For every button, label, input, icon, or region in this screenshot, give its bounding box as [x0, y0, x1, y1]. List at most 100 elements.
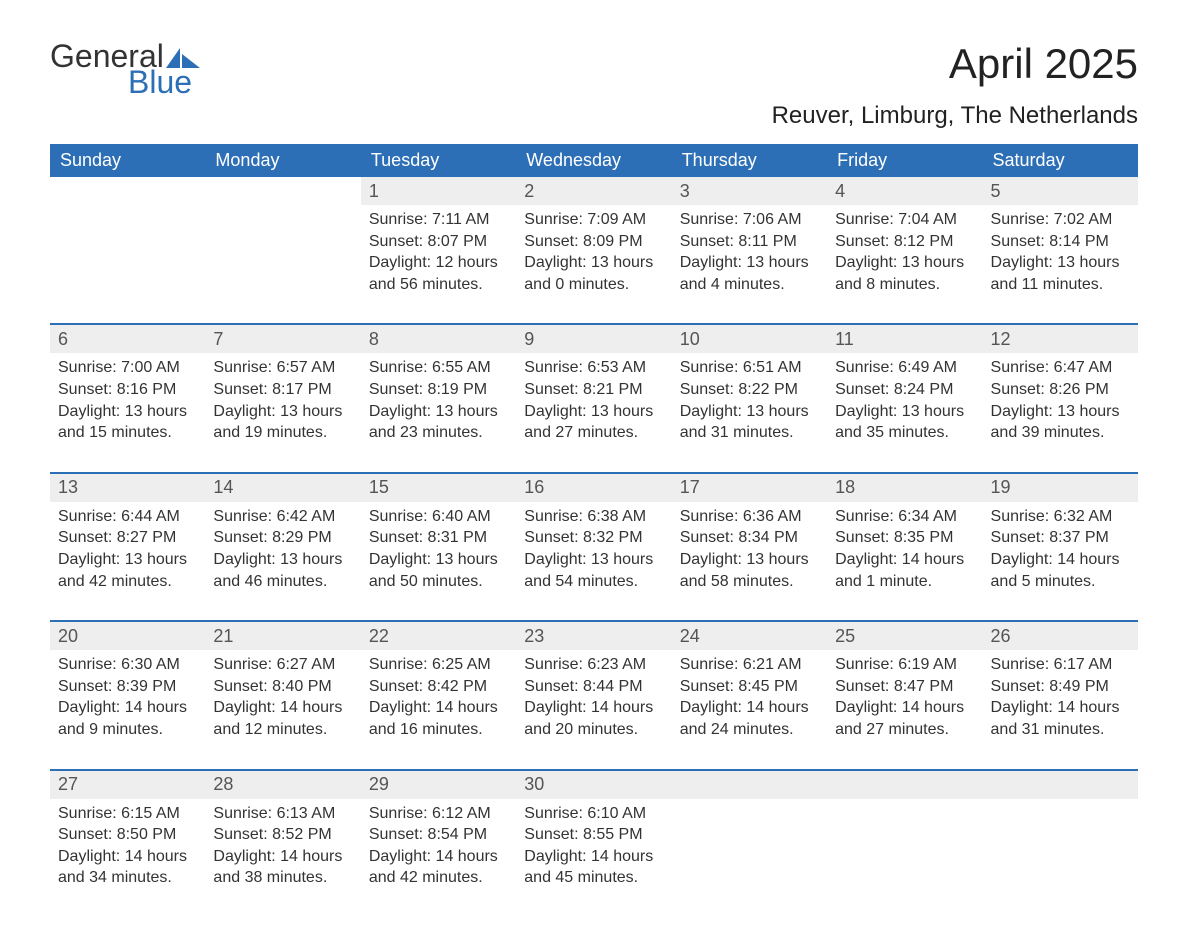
- day-detail-cell: Sunrise: 6:13 AMSunset: 8:52 PMDaylight:…: [205, 799, 360, 897]
- sunrise-line: Sunrise: 6:47 AM: [991, 357, 1130, 379]
- sunset-line: Sunset: 8:31 PM: [369, 527, 508, 549]
- day-number-cell: 27: [50, 770, 205, 799]
- daylight-line: Daylight: 13 hours and 0 minutes.: [524, 252, 663, 295]
- weekday-header-row: SundayMondayTuesdayWednesdayThursdayFrid…: [50, 144, 1138, 177]
- sunset-line: Sunset: 8:12 PM: [835, 231, 974, 253]
- day-number-cell: 13: [50, 473, 205, 502]
- weekday-header: Sunday: [50, 144, 205, 177]
- day-detail-cell: Sunrise: 6:21 AMSunset: 8:45 PMDaylight:…: [672, 650, 827, 769]
- day-number-cell: 14: [205, 473, 360, 502]
- daylight-line: Daylight: 12 hours and 56 minutes.: [369, 252, 508, 295]
- day-number-cell: 1: [361, 177, 516, 205]
- day-number-cell: [983, 770, 1138, 799]
- day-detail-cell: Sunrise: 6:49 AMSunset: 8:24 PMDaylight:…: [827, 353, 982, 472]
- day-number-cell: 6: [50, 324, 205, 353]
- day-number-cell: 23: [516, 621, 671, 650]
- sunset-line: Sunset: 8:22 PM: [680, 379, 819, 401]
- sunrise-line: Sunrise: 6:15 AM: [58, 803, 197, 825]
- sunset-line: Sunset: 8:29 PM: [213, 527, 352, 549]
- day-detail-cell: Sunrise: 6:47 AMSunset: 8:26 PMDaylight:…: [983, 353, 1138, 472]
- sunrise-line: Sunrise: 6:25 AM: [369, 654, 508, 676]
- daylight-line: Daylight: 13 hours and 46 minutes.: [213, 549, 352, 592]
- day-number-cell: [205, 177, 360, 205]
- day-number-cell: 9: [516, 324, 671, 353]
- day-detail-cell: [205, 205, 360, 324]
- week-detail-row: Sunrise: 6:15 AMSunset: 8:50 PMDaylight:…: [50, 799, 1138, 897]
- daylight-line: Daylight: 14 hours and 20 minutes.: [524, 697, 663, 740]
- sunset-line: Sunset: 8:17 PM: [213, 379, 352, 401]
- day-number-cell: 29: [361, 770, 516, 799]
- sunset-line: Sunset: 8:26 PM: [991, 379, 1130, 401]
- sunrise-line: Sunrise: 6:23 AM: [524, 654, 663, 676]
- daylight-line: Daylight: 14 hours and 9 minutes.: [58, 697, 197, 740]
- sunrise-line: Sunrise: 7:02 AM: [991, 209, 1130, 231]
- day-detail-cell: [983, 799, 1138, 897]
- daylight-line: Daylight: 13 hours and 27 minutes.: [524, 401, 663, 444]
- daylight-line: Daylight: 13 hours and 15 minutes.: [58, 401, 197, 444]
- weekday-header: Thursday: [672, 144, 827, 177]
- day-detail-cell: Sunrise: 6:27 AMSunset: 8:40 PMDaylight:…: [205, 650, 360, 769]
- day-detail-cell: [50, 205, 205, 324]
- day-number-cell: 3: [672, 177, 827, 205]
- sunrise-line: Sunrise: 7:09 AM: [524, 209, 663, 231]
- day-detail-cell: Sunrise: 6:34 AMSunset: 8:35 PMDaylight:…: [827, 502, 982, 621]
- daylight-line: Daylight: 13 hours and 31 minutes.: [680, 401, 819, 444]
- day-detail-cell: Sunrise: 6:40 AMSunset: 8:31 PMDaylight:…: [361, 502, 516, 621]
- daylight-line: Daylight: 13 hours and 42 minutes.: [58, 549, 197, 592]
- daylight-line: Daylight: 13 hours and 39 minutes.: [991, 401, 1130, 444]
- daylight-line: Daylight: 14 hours and 1 minute.: [835, 549, 974, 592]
- day-detail-cell: Sunrise: 7:04 AMSunset: 8:12 PMDaylight:…: [827, 205, 982, 324]
- sunrise-line: Sunrise: 6:10 AM: [524, 803, 663, 825]
- daylight-line: Daylight: 14 hours and 31 minutes.: [991, 697, 1130, 740]
- day-detail-cell: Sunrise: 6:38 AMSunset: 8:32 PMDaylight:…: [516, 502, 671, 621]
- day-detail-cell: Sunrise: 6:36 AMSunset: 8:34 PMDaylight:…: [672, 502, 827, 621]
- sunset-line: Sunset: 8:47 PM: [835, 676, 974, 698]
- sunset-line: Sunset: 8:16 PM: [58, 379, 197, 401]
- sunset-line: Sunset: 8:37 PM: [991, 527, 1130, 549]
- sunset-line: Sunset: 8:07 PM: [369, 231, 508, 253]
- weekday-header: Monday: [205, 144, 360, 177]
- day-detail-cell: [827, 799, 982, 897]
- day-number-cell: 18: [827, 473, 982, 502]
- page-title: April 2025: [949, 40, 1138, 88]
- sunrise-line: Sunrise: 6:36 AM: [680, 506, 819, 528]
- day-detail-cell: Sunrise: 6:57 AMSunset: 8:17 PMDaylight:…: [205, 353, 360, 472]
- sunset-line: Sunset: 8:44 PM: [524, 676, 663, 698]
- day-detail-cell: Sunrise: 6:10 AMSunset: 8:55 PMDaylight:…: [516, 799, 671, 897]
- day-number-cell: 16: [516, 473, 671, 502]
- week-detail-row: Sunrise: 7:00 AMSunset: 8:16 PMDaylight:…: [50, 353, 1138, 472]
- day-number-cell: 24: [672, 621, 827, 650]
- day-number-cell: 11: [827, 324, 982, 353]
- sunrise-line: Sunrise: 6:55 AM: [369, 357, 508, 379]
- day-number-cell: 10: [672, 324, 827, 353]
- week-daynum-row: 12345: [50, 177, 1138, 205]
- sunrise-line: Sunrise: 6:49 AM: [835, 357, 974, 379]
- daylight-line: Daylight: 13 hours and 8 minutes.: [835, 252, 974, 295]
- calendar-table: SundayMondayTuesdayWednesdayThursdayFrid…: [50, 144, 1138, 897]
- day-number-cell: 25: [827, 621, 982, 650]
- sunrise-line: Sunrise: 7:06 AM: [680, 209, 819, 231]
- day-number-cell: 26: [983, 621, 1138, 650]
- weekday-header: Saturday: [983, 144, 1138, 177]
- sunset-line: Sunset: 8:24 PM: [835, 379, 974, 401]
- daylight-line: Daylight: 13 hours and 19 minutes.: [213, 401, 352, 444]
- day-number-cell: 17: [672, 473, 827, 502]
- week-daynum-row: 6789101112: [50, 324, 1138, 353]
- day-number-cell: 21: [205, 621, 360, 650]
- sunrise-line: Sunrise: 6:17 AM: [991, 654, 1130, 676]
- day-number-cell: 5: [983, 177, 1138, 205]
- day-detail-cell: Sunrise: 7:02 AMSunset: 8:14 PMDaylight:…: [983, 205, 1138, 324]
- day-number-cell: 22: [361, 621, 516, 650]
- sunrise-line: Sunrise: 7:04 AM: [835, 209, 974, 231]
- sunrise-line: Sunrise: 6:44 AM: [58, 506, 197, 528]
- day-detail-cell: Sunrise: 6:15 AMSunset: 8:50 PMDaylight:…: [50, 799, 205, 897]
- sunrise-line: Sunrise: 6:12 AM: [369, 803, 508, 825]
- sunset-line: Sunset: 8:19 PM: [369, 379, 508, 401]
- day-detail-cell: Sunrise: 6:44 AMSunset: 8:27 PMDaylight:…: [50, 502, 205, 621]
- sunset-line: Sunset: 8:50 PM: [58, 824, 197, 846]
- day-number-cell: 30: [516, 770, 671, 799]
- day-detail-cell: Sunrise: 6:51 AMSunset: 8:22 PMDaylight:…: [672, 353, 827, 472]
- week-detail-row: Sunrise: 6:44 AMSunset: 8:27 PMDaylight:…: [50, 502, 1138, 621]
- weekday-header: Tuesday: [361, 144, 516, 177]
- day-number-cell: 2: [516, 177, 671, 205]
